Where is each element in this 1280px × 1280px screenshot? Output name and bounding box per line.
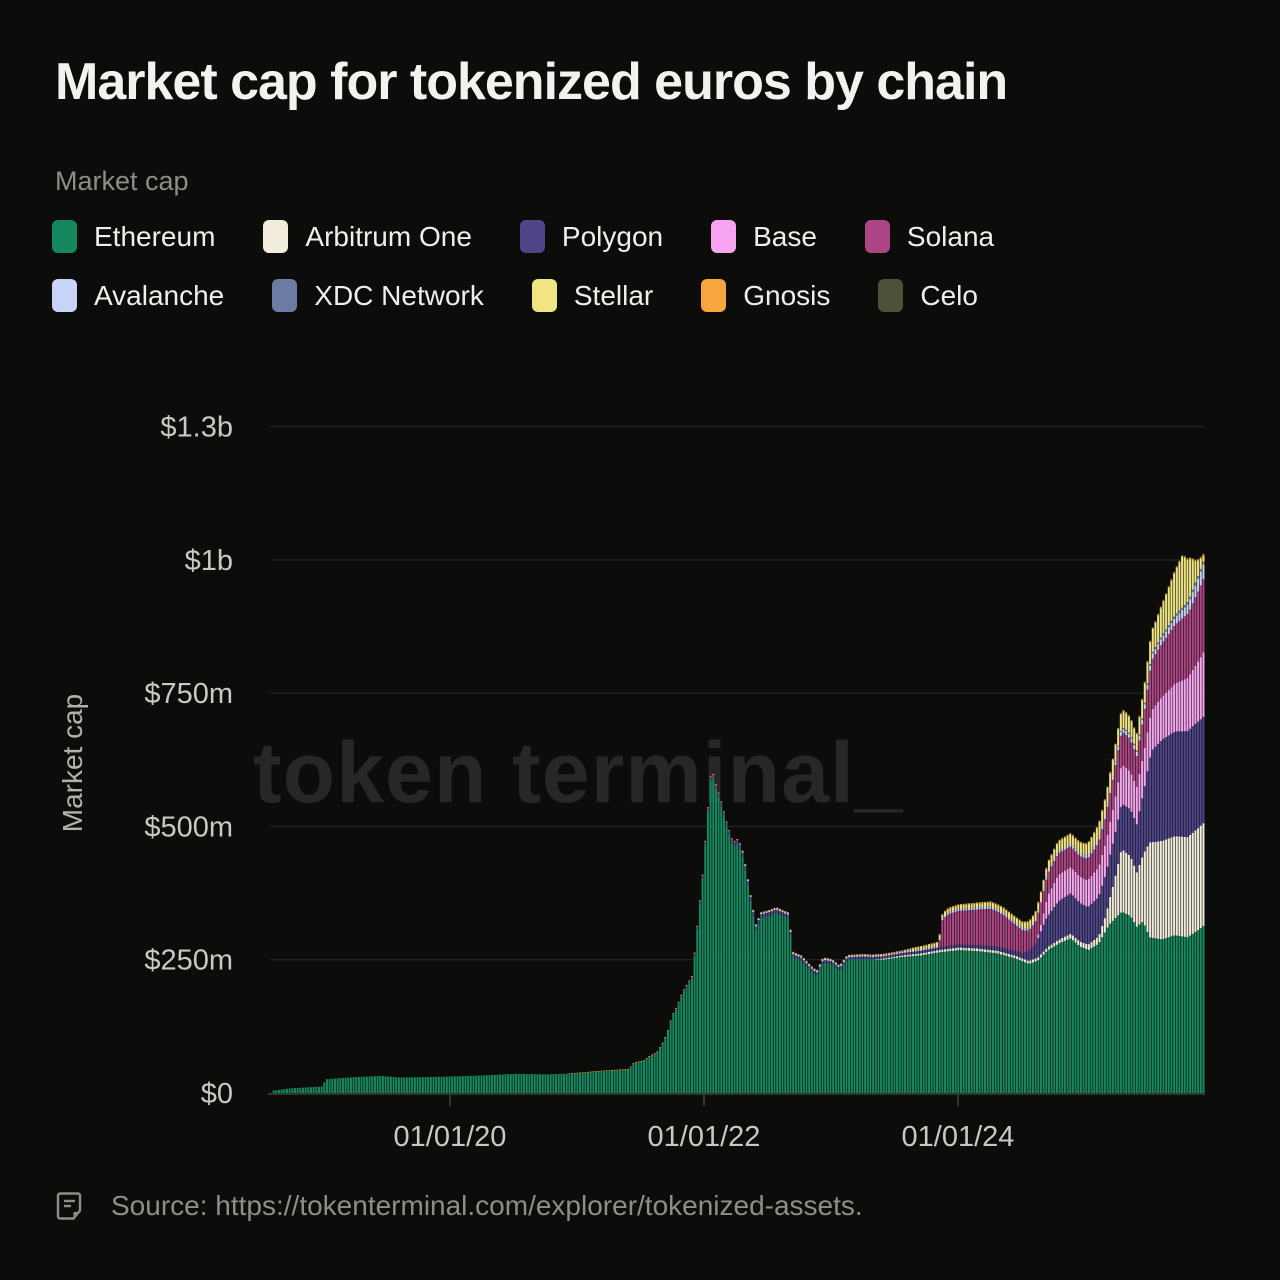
legend-label: Gnosis (743, 279, 831, 311)
legend-item-arbitrum-one[interactable]: Arbitrum One (263, 220, 472, 253)
legend-item-stellar[interactable]: Stellar (531, 279, 654, 312)
ethereum-swatch (52, 220, 77, 253)
legend: Ethereum Arbitrum One Polygon Base Solana Ava… (52, 220, 1162, 312)
legend-label: XDC Network (314, 279, 484, 311)
solana-swatch (864, 220, 890, 253)
source-row: Source: https://tokenterminal.com/explor… (55, 1190, 863, 1222)
legend-label: Arbitrum One (305, 220, 472, 252)
celo-swatch (878, 279, 904, 312)
arbitrum-one-swatch (263, 220, 289, 253)
legend-label: Avalanche (94, 279, 225, 311)
source-text: Source: https://tokenterminal.com/explor… (111, 1190, 863, 1221)
legend-label: Celo (920, 279, 978, 311)
y-tick-label: $500m (144, 811, 233, 843)
document-icon (56, 1192, 82, 1220)
y-tick-label: $0 (201, 1078, 233, 1110)
legend-item-xdc-network[interactable]: XDC Network (272, 279, 484, 312)
page-title: Market cap for tokenized euros by chain (55, 53, 1008, 111)
x-tick-label: 01/01/20 (394, 1121, 507, 1153)
y-tick-label: $250m (144, 945, 233, 977)
watermark-text: token terminal_ (253, 725, 904, 821)
legend-item-solana[interactable]: Solana (864, 220, 995, 253)
y-axis-title: Market cap (57, 694, 88, 833)
legend-item-gnosis[interactable]: Gnosis (701, 279, 830, 312)
legend-item-avalanche[interactable]: Avalanche (52, 279, 224, 312)
stellar-swatch (531, 279, 557, 312)
y-tick-label: $750m (144, 678, 233, 710)
metric-label: Market cap (55, 166, 189, 196)
legend-label: Solana (906, 220, 995, 252)
polygon-swatch (519, 220, 545, 253)
legend-item-ethereum[interactable]: Ethereum (52, 220, 215, 253)
legend-item-polygon[interactable]: Polygon (519, 220, 664, 253)
legend-item-celo[interactable]: Celo (878, 279, 978, 312)
legend-label: Stellar (573, 279, 654, 311)
gnosis-swatch (701, 279, 727, 312)
avalanche-swatch (52, 279, 77, 312)
legend-label: Ethereum (94, 220, 216, 252)
legend-item-base[interactable]: Base (711, 220, 817, 253)
y-tick-label: $1.3b (160, 412, 233, 444)
legend-label: Base (753, 220, 817, 252)
x-tick-label: 01/01/24 (902, 1121, 1015, 1153)
legend-label: Polygon (561, 220, 664, 252)
y-tick-label: $1b (185, 545, 233, 577)
stacked-bars (272, 553, 1205, 1093)
xdc-network-swatch (272, 279, 298, 312)
x-tick-label: 01/01/22 (648, 1121, 761, 1153)
base-swatch (711, 220, 737, 253)
